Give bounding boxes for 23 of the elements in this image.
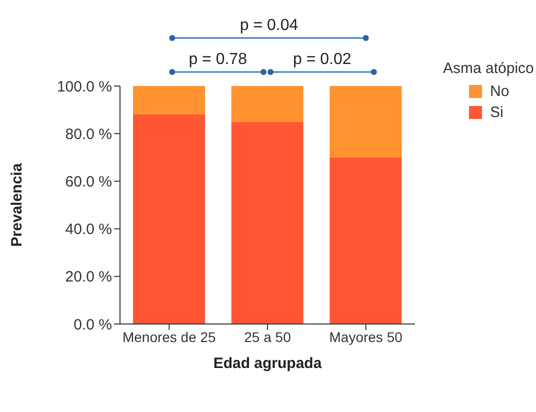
bar xyxy=(330,157,402,324)
legend-label: No xyxy=(490,83,510,100)
x-tick-label: Menores de 25 xyxy=(122,328,216,345)
y-tick-label: 0.0 % xyxy=(74,316,112,334)
bar xyxy=(330,86,402,158)
y-tick-label: 80.0 % xyxy=(65,126,112,143)
bar xyxy=(133,86,205,115)
x-tick-label: 25 a 50 xyxy=(244,328,292,345)
y-tick-label: 60.0 % xyxy=(65,174,112,191)
x-tick-label: Mayores 50 xyxy=(329,328,403,345)
text: p = 0.78 xyxy=(188,51,248,68)
bar xyxy=(231,86,304,122)
y-tick-label: 20.0 % xyxy=(65,268,112,286)
x-axis-title: Edad agrupada xyxy=(213,355,322,372)
text: p = 0.02 xyxy=(293,51,352,68)
y-axis-title: Prevalencia xyxy=(8,162,26,247)
bar xyxy=(231,122,304,324)
y-tick-label: 100.0 % xyxy=(56,78,112,96)
legend-label: Si xyxy=(490,104,504,121)
text: p = 0.04 xyxy=(240,17,298,34)
bar xyxy=(133,114,205,324)
y-tick-label: 40.0 % xyxy=(65,221,112,238)
legend-title: Asma atópico xyxy=(443,60,534,77)
